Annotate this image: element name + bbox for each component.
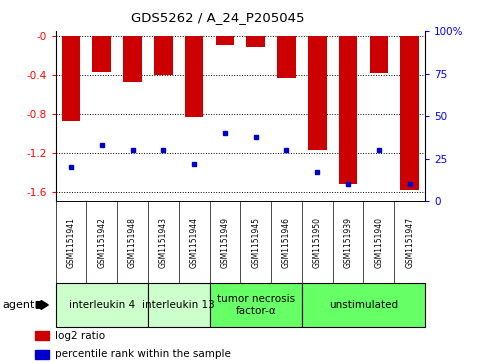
Bar (302, 283, 425, 327)
Text: GSM1151944: GSM1151944 (190, 217, 199, 268)
Bar (154, 36, 172, 75)
Bar (210, 283, 302, 327)
Text: unstimulated: unstimulated (329, 300, 398, 310)
Text: GSM1151947: GSM1151947 (405, 217, 414, 268)
Text: percentile rank within the sample: percentile rank within the sample (55, 349, 231, 359)
Text: GSM1151945: GSM1151945 (251, 217, 260, 268)
Text: log2 ratio: log2 ratio (55, 331, 105, 341)
Text: GSM1151941: GSM1151941 (67, 217, 75, 268)
Text: tumor necrosis
factor-α: tumor necrosis factor-α (217, 294, 295, 316)
Bar (35, 350, 49, 359)
Text: GSM1151942: GSM1151942 (97, 217, 106, 268)
Bar (246, 36, 265, 48)
Text: interleukin 13: interleukin 13 (142, 300, 215, 310)
Bar (339, 36, 357, 184)
Text: GSM1151940: GSM1151940 (374, 217, 384, 268)
Text: GSM1151950: GSM1151950 (313, 217, 322, 268)
Bar (123, 36, 142, 82)
Bar (148, 283, 210, 327)
Bar (185, 36, 203, 117)
Text: GDS5262 / A_24_P205045: GDS5262 / A_24_P205045 (130, 11, 304, 24)
Text: agent: agent (2, 300, 35, 310)
Text: interleukin 4: interleukin 4 (69, 300, 135, 310)
Bar (369, 36, 388, 73)
Text: GSM1151949: GSM1151949 (220, 217, 229, 268)
Bar (277, 36, 296, 78)
Bar (62, 36, 80, 121)
Text: GSM1151943: GSM1151943 (159, 217, 168, 268)
Text: GSM1151939: GSM1151939 (343, 217, 353, 268)
Bar (56, 283, 148, 327)
Bar (400, 36, 419, 190)
Bar (215, 36, 234, 45)
Bar (308, 36, 327, 150)
Text: GSM1151948: GSM1151948 (128, 217, 137, 268)
Bar (35, 331, 49, 340)
Text: GSM1151946: GSM1151946 (282, 217, 291, 268)
Bar (92, 36, 111, 72)
